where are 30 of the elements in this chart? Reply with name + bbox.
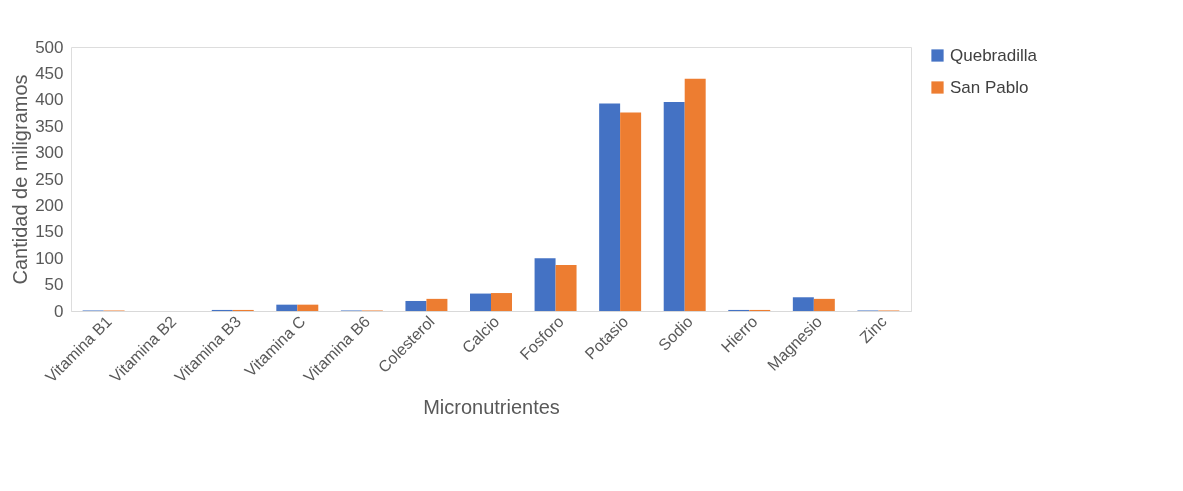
bar bbox=[684, 78, 706, 311]
bar bbox=[426, 298, 448, 311]
bar bbox=[792, 297, 814, 311]
x-axis-title: Micronutrientes bbox=[423, 395, 560, 418]
y-tick-label: 350 bbox=[35, 116, 64, 136]
bar bbox=[813, 298, 835, 311]
bar bbox=[297, 304, 319, 311]
y-tick-label: 150 bbox=[35, 222, 64, 242]
bar bbox=[620, 112, 642, 311]
y-axis-title: Cantidad de miligramos bbox=[9, 74, 32, 285]
y-tick-label: 50 bbox=[44, 275, 64, 295]
bar bbox=[276, 304, 298, 311]
bar bbox=[491, 293, 512, 311]
x-tick-label: Zinc bbox=[856, 312, 890, 347]
bar bbox=[534, 258, 556, 311]
y-tick-label: 200 bbox=[35, 195, 64, 215]
y-tick-label: 500 bbox=[35, 37, 64, 57]
y-tick-label: 250 bbox=[35, 169, 64, 189]
y-tick-label: 100 bbox=[35, 248, 64, 268]
y-tick-label: 450 bbox=[35, 63, 64, 83]
bar bbox=[555, 265, 577, 311]
legend-label: San Pablo bbox=[950, 77, 1029, 97]
y-tick-label: 400 bbox=[35, 90, 64, 110]
bar bbox=[405, 300, 427, 311]
bar bbox=[663, 101, 685, 311]
legend-label: Quebradilla bbox=[950, 45, 1038, 65]
y-tick-label: 0 bbox=[54, 301, 64, 321]
bar bbox=[470, 293, 491, 311]
y-tick-label: 300 bbox=[35, 143, 64, 163]
bar bbox=[599, 103, 621, 311]
